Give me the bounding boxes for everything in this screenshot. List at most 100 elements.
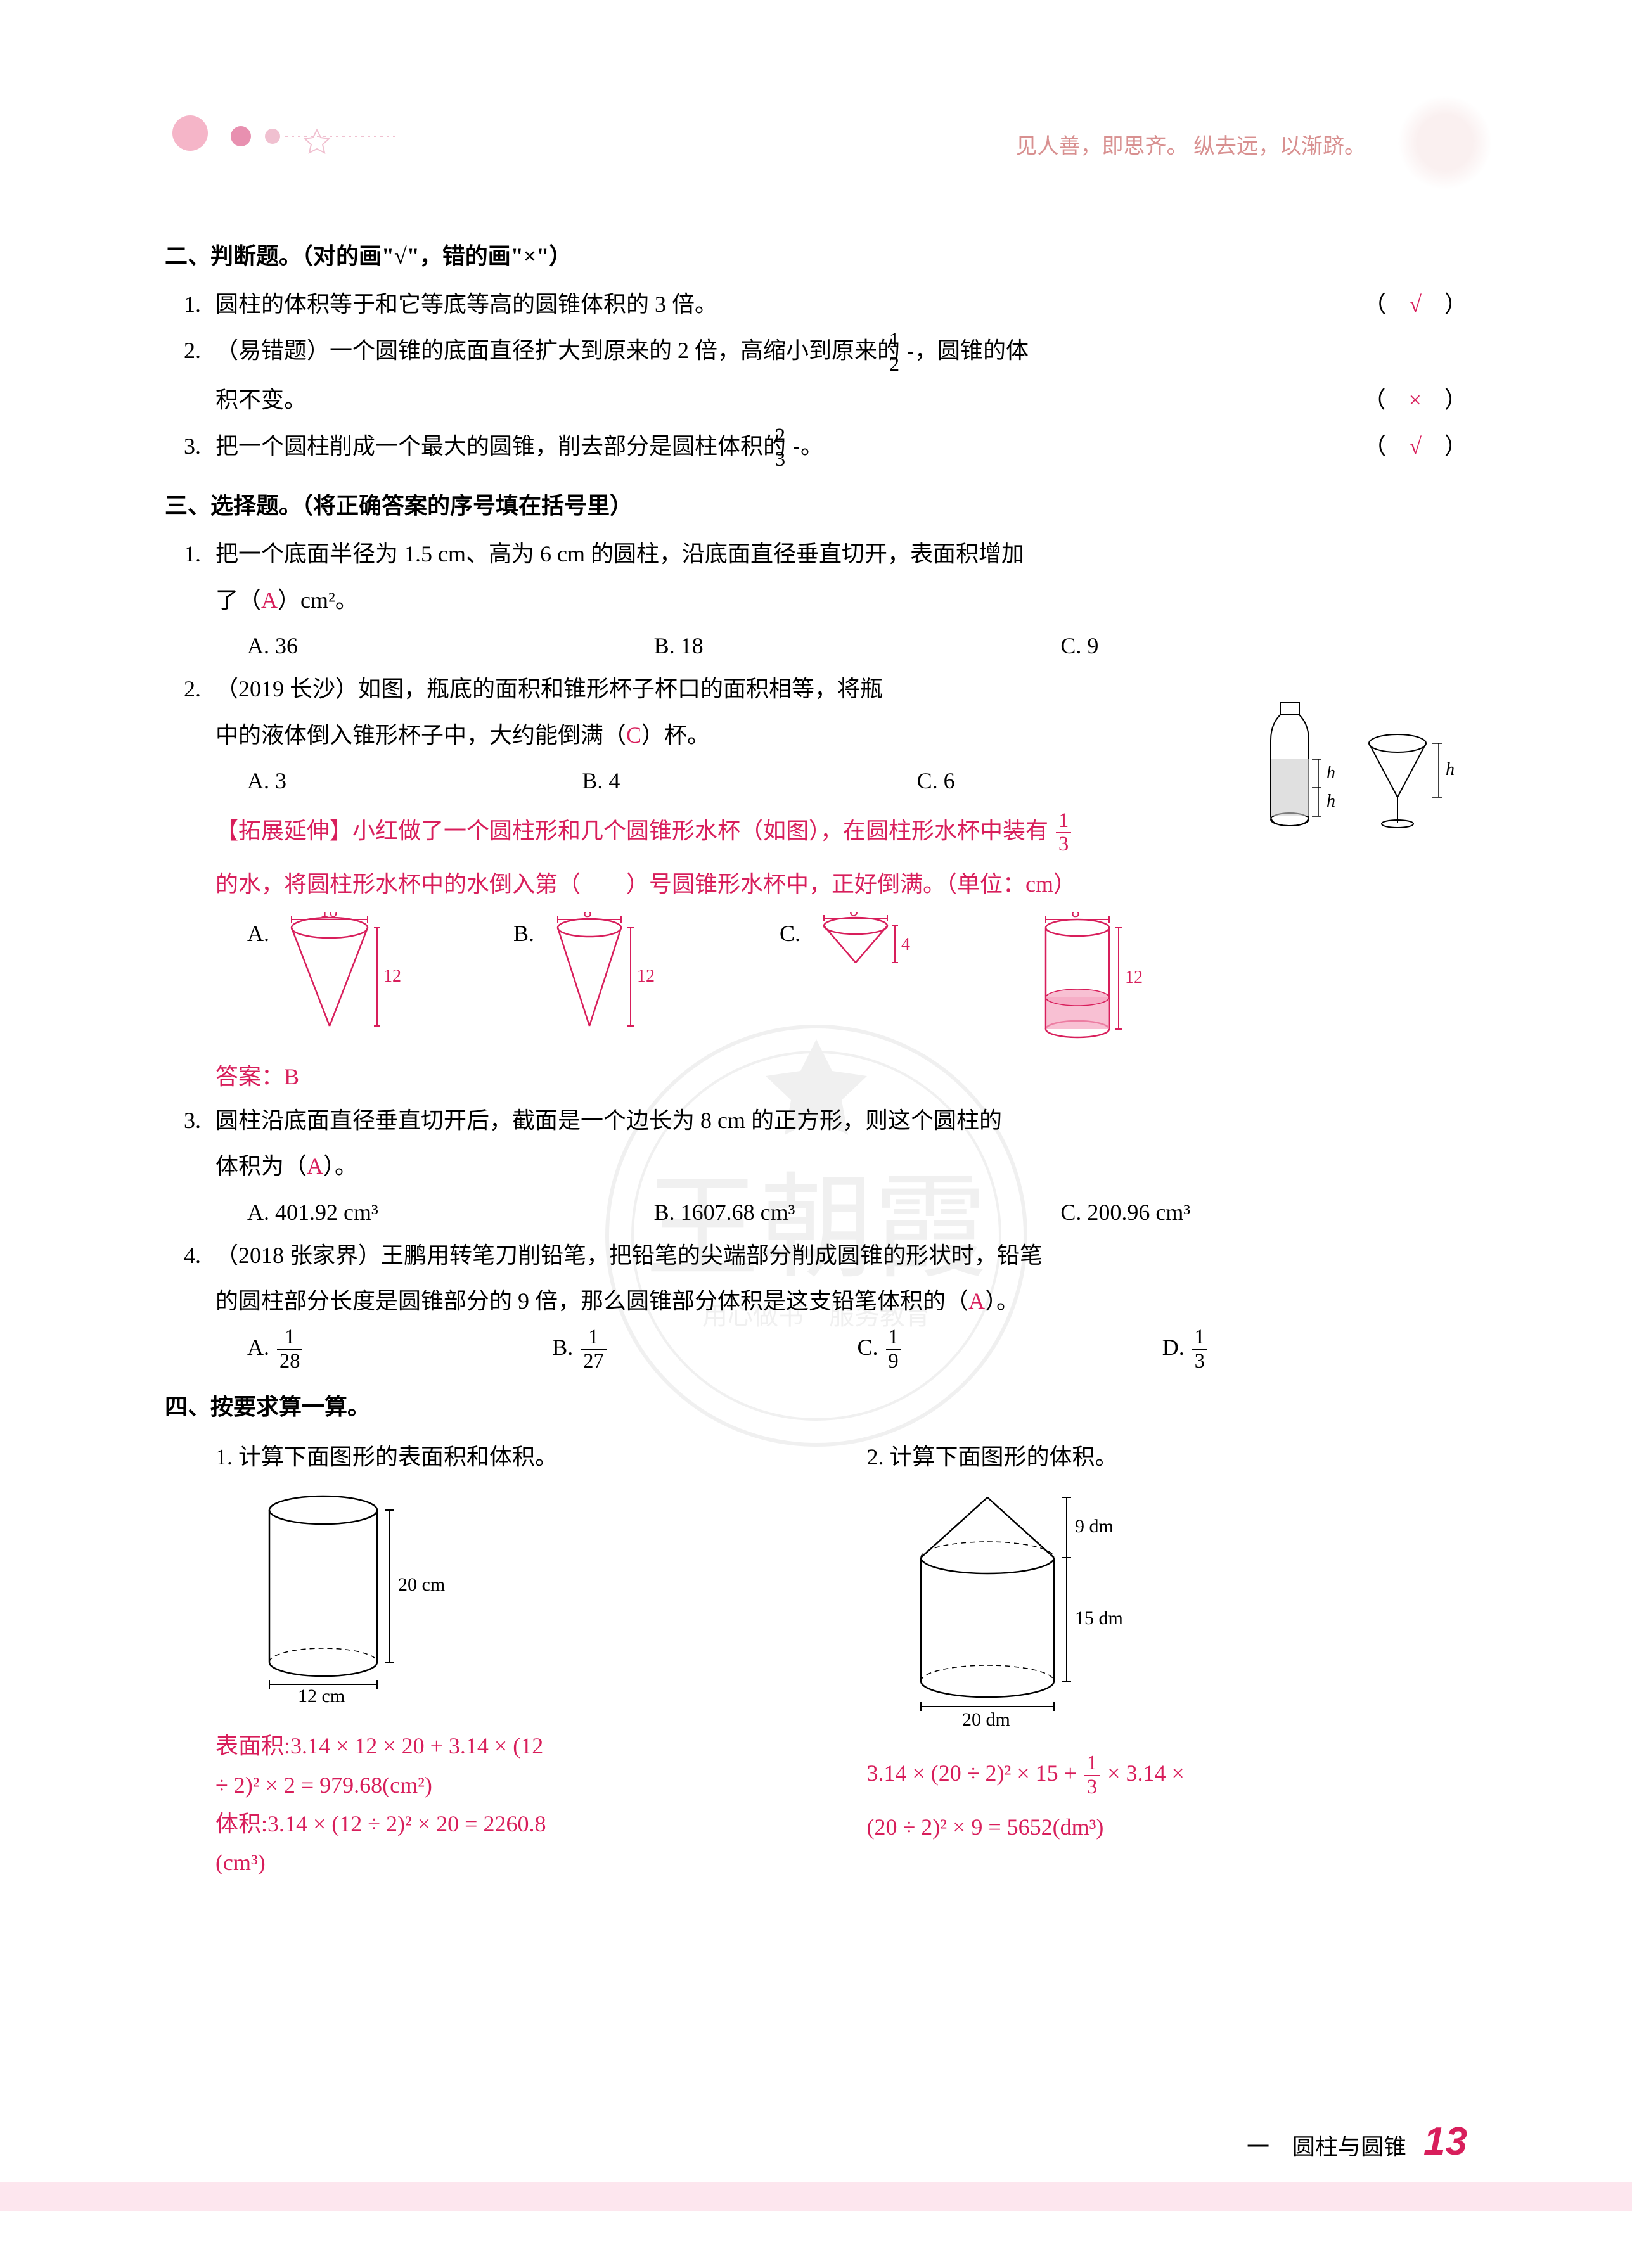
svg-text:9 dm: 9 dm [1075, 1516, 1114, 1537]
ext-lead: 【拓展延伸】 [215, 818, 352, 843]
answer: A [261, 587, 278, 613]
svg-text:12: 12 [1125, 968, 1143, 987]
answer: √ [1409, 292, 1422, 317]
s3-q1-line2: 了（A）cm²。 [165, 579, 1467, 622]
svg-text:10: 10 [320, 912, 338, 921]
s4-p2: 2. 计算下面图形的体积。 9 dm [867, 1435, 1468, 1883]
svg-text:20 dm: 20 dm [962, 1709, 1010, 1729]
p2-text: 2. 计算下面图形的体积。 [867, 1435, 1468, 1478]
s3-extension-line2: 的水，将圆柱形水杯中的水倒入第（ ）号圆锥形水杯中，正好倒满。（单位：cm） [165, 862, 1467, 906]
s3-q1-options: A. 36 B. 18 C. 9 [165, 624, 1467, 667]
q-number: 1. [184, 532, 215, 575]
ext-option-b: B. 8 12 [545, 912, 672, 1051]
s2-q2: 2.（易错题）一个圆锥的底面直径扩大到原来的 2 倍，高缩小到原来的 12，圆锥… [165, 329, 1467, 376]
ext-answer: 答案：B [165, 1055, 1467, 1098]
answer: √ [1409, 433, 1422, 459]
answer-paren: （ √ ） [1395, 283, 1467, 326]
option-d: D. 13 [1162, 1326, 1467, 1373]
option-c: C. 6 [917, 759, 1252, 802]
page-number: 13 [1423, 2120, 1467, 2163]
svg-text:15 dm: 15 dm [1075, 1608, 1123, 1629]
svg-text:h: h [1446, 760, 1455, 779]
q-text-tail: ，圆锥的体 [915, 338, 1029, 363]
chapter-label: 一 圆柱与圆锥 [1247, 2134, 1406, 2160]
option-b: B. 127 [552, 1326, 857, 1373]
s2-q3: 3.把一个圆柱削成一个最大的圆锥，削去部分是圆柱体积的 23。 （ √ ） [165, 425, 1467, 471]
option-c: C. 200.96 cm³ [1060, 1191, 1467, 1234]
svg-text:h: h [1327, 763, 1335, 783]
ext-cylinder: 8 12 [1033, 912, 1160, 1051]
s3-q3-options: A. 401.92 cm³ B. 1607.68 cm³ C. 200.96 c… [165, 1191, 1467, 1234]
fraction: 23 [794, 425, 799, 471]
cone-c-figure: 8 4 [811, 912, 932, 982]
s3-q1: 1.把一个底面半径为 1.5 cm、高为 6 cm 的圆柱，沿底面直径垂直切开，… [165, 532, 1467, 575]
q-number: 3. [184, 1099, 215, 1142]
p2-solution: 3.14 × (20 ÷ 2)² × 15 + 13 × 3.14 × (20 … [867, 1752, 1468, 1846]
q-text: （2019 长沙）如图，瓶底的面积和锥形杯子杯口的面积相等，将瓶 [215, 676, 883, 702]
option-b: B. 18 [654, 624, 1061, 667]
footer: 一 圆柱与圆锥 13 [1247, 2105, 1467, 2179]
option-b: B. 1607.68 cm³ [654, 1191, 1061, 1234]
q-text: 圆柱沿底面直径垂直切开后，截面是一个边长为 8 cm 的正方形，则这个圆柱的 [215, 1108, 1002, 1133]
p1-figure: 20 cm 12 cm [254, 1488, 816, 1717]
ext-text2: 的水，将圆柱形水杯中的水倒入第（ ）号圆锥形水杯中，正好倒满。（单位：cm） [215, 871, 1076, 897]
svg-text:8: 8 [849, 912, 858, 920]
q-number: 1. [184, 283, 215, 326]
answer: × [1409, 387, 1422, 413]
s2-q1: 1.圆柱的体积等于和它等底等高的圆锥体积的 3 倍。 （ √ ） [165, 283, 1467, 326]
cylinder-figure: 8 12 [1033, 912, 1160, 1051]
ext-option-a: A. 10 12 [279, 912, 406, 1051]
s3-q4-line2: 的圆柱部分长度是圆锥部分的 9 倍，那么圆锥部分体积是这支铅笔体积的（A）。 [165, 1279, 1467, 1323]
s4-problems: 1. 计算下面图形的表面积和体积。 20 cm 12 cm [165, 1435, 1467, 1883]
footer-bar [0, 2182, 1632, 2211]
svg-text:4: 4 [901, 935, 910, 954]
svg-text:8: 8 [583, 912, 592, 921]
answer: A [307, 1153, 323, 1179]
section4-title: 四、按要求算一算。 [165, 1385, 1467, 1428]
logo-stamp [1397, 95, 1493, 190]
option-b: B. 4 [582, 759, 916, 802]
option-a: A. 128 [247, 1326, 552, 1373]
header-decoration [158, 101, 412, 158]
answer-paren: （ √ ） [1395, 425, 1467, 468]
s2-q2-line2: 积不变。 （ × ） [165, 378, 1467, 421]
answer-paren: （ × ） [1363, 378, 1467, 421]
s3-q2-figure: h h h [1258, 696, 1461, 855]
q-number: 4. [184, 1234, 215, 1277]
q-text: 把一个底面半径为 1.5 cm、高为 6 cm 的圆柱，沿底面直径垂直切开，表面… [215, 541, 1024, 567]
svg-text:12: 12 [383, 966, 401, 986]
q-text: 圆柱的体积等于和它等底等高的圆锥体积的 3 倍。 [215, 292, 717, 317]
p1-solution: 表面积:3.14 × 12 × 20 + 3.14 × (12 ÷ 2)² × … [215, 1727, 816, 1882]
header-motto: 见人善，即思齐。 纵去远，以渐跻。 [1016, 127, 1366, 168]
option-c: C. 19 [858, 1326, 1162, 1373]
section3-title: 三、选择题。（将正确答案的序号填在括号里） [165, 484, 1467, 527]
q-text: （易错题）一个圆锥的底面直径扩大到原来的 2 倍，高缩小到原来的 [215, 338, 900, 363]
q-number: 3. [184, 425, 215, 468]
cone-b-figure: 8 12 [545, 912, 672, 1051]
q-text: （2018 张家界）王鹏用转笔刀削铅笔，把铅笔的尖端部分削成圆锥的形状时，铅笔 [215, 1243, 1043, 1268]
q-text: 把一个圆柱削成一个最大的圆锥，削去部分是圆柱体积的 [215, 433, 786, 459]
option-c: C. 9 [1060, 624, 1467, 667]
s3-q4-options: A. 128 B. 127 C. 19 D. 13 [165, 1326, 1467, 1373]
s3-ext-options: A. 10 12 B. [165, 912, 1467, 1051]
option-a: A. 36 [247, 624, 654, 667]
svg-text:h: h [1327, 791, 1335, 811]
q-number: 2. [184, 329, 215, 372]
ext-option-c: C. 8 4 [811, 912, 932, 982]
fraction: 12 [908, 330, 913, 376]
p2-figure: 9 dm 15 dm 20 dm [905, 1488, 1468, 1743]
svg-text:20 cm: 20 cm [398, 1574, 445, 1595]
answer: C [626, 722, 641, 748]
p1-text: 1. 计算下面图形的表面积和体积。 [215, 1435, 816, 1478]
fraction: 13 [1056, 810, 1071, 856]
option-a: A. 401.92 cm³ [247, 1191, 654, 1234]
svg-text:12: 12 [637, 966, 655, 986]
s4-p1: 1. 计算下面图形的表面积和体积。 20 cm 12 cm [215, 1435, 816, 1883]
s3-q4: 4.（2018 张家界）王鹏用转笔刀削铅笔，把铅笔的尖端部分削成圆锥的形状时，铅… [165, 1234, 1467, 1277]
s3-q3: 3.圆柱沿底面直径垂直切开后，截面是一个边长为 8 cm 的正方形，则这个圆柱的 [165, 1099, 1467, 1142]
option-a: A. 3 [247, 759, 582, 802]
ext-text: 小红做了一个圆柱形和几个圆锥形水杯（如图），在圆柱形水杯中装有 [352, 818, 1048, 843]
q-number: 2. [184, 667, 215, 710]
page-content: 二、判断题。（对的画"√"，错的画"×"） 1.圆柱的体积等于和它等底等高的圆锥… [0, 0, 1632, 1882]
answer: A [968, 1288, 985, 1314]
